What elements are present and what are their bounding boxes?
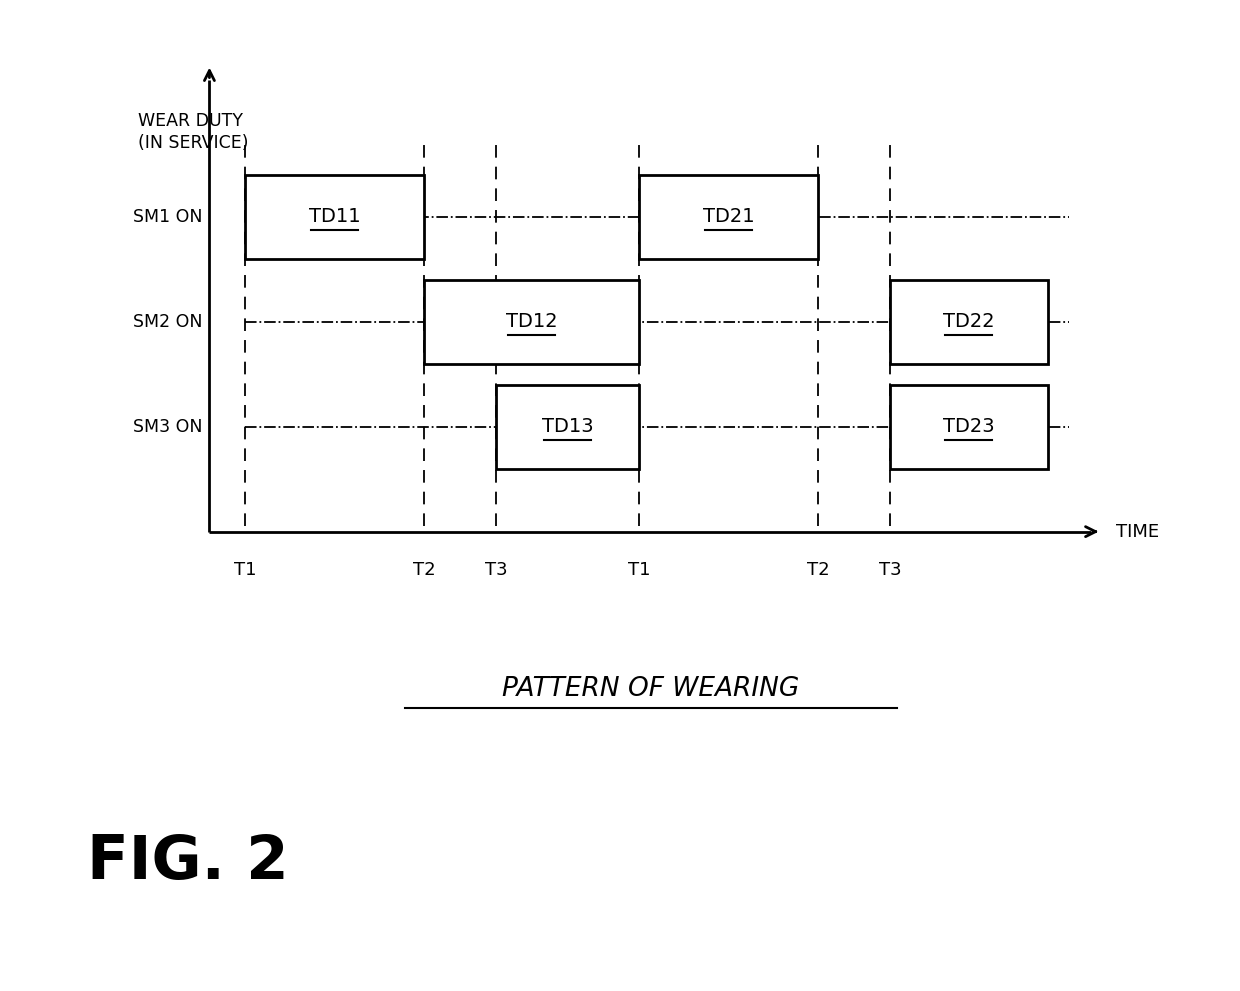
Text: T1: T1 (234, 561, 257, 579)
Text: T3: T3 (879, 561, 901, 579)
Bar (424, 279, 640, 364)
Text: SM3 ON: SM3 ON (133, 418, 202, 436)
Text: SM1 ON: SM1 ON (133, 208, 202, 226)
Text: TD11: TD11 (309, 207, 361, 226)
Bar (246, 174, 424, 259)
Text: TD22: TD22 (944, 312, 994, 331)
Text: PATTERN OF WEARING: PATTERN OF WEARING (502, 676, 800, 702)
Text: FIG. 2: FIG. 2 (87, 832, 289, 892)
Text: WEAR DUTY
(IN SERVICE): WEAR DUTY (IN SERVICE) (139, 112, 249, 153)
Bar (890, 279, 1048, 364)
Text: T1: T1 (627, 561, 651, 579)
Text: T2: T2 (413, 561, 435, 579)
Text: T3: T3 (485, 561, 507, 579)
Text: TD12: TD12 (506, 312, 558, 331)
Bar (496, 385, 640, 469)
Bar (890, 385, 1048, 469)
Text: TD13: TD13 (542, 417, 594, 436)
Text: T2: T2 (807, 561, 830, 579)
Bar (640, 174, 818, 259)
Text: TIME: TIME (1116, 522, 1159, 541)
Text: SM2 ON: SM2 ON (133, 313, 202, 331)
Text: TD23: TD23 (944, 417, 994, 436)
Text: TD21: TD21 (703, 207, 755, 226)
